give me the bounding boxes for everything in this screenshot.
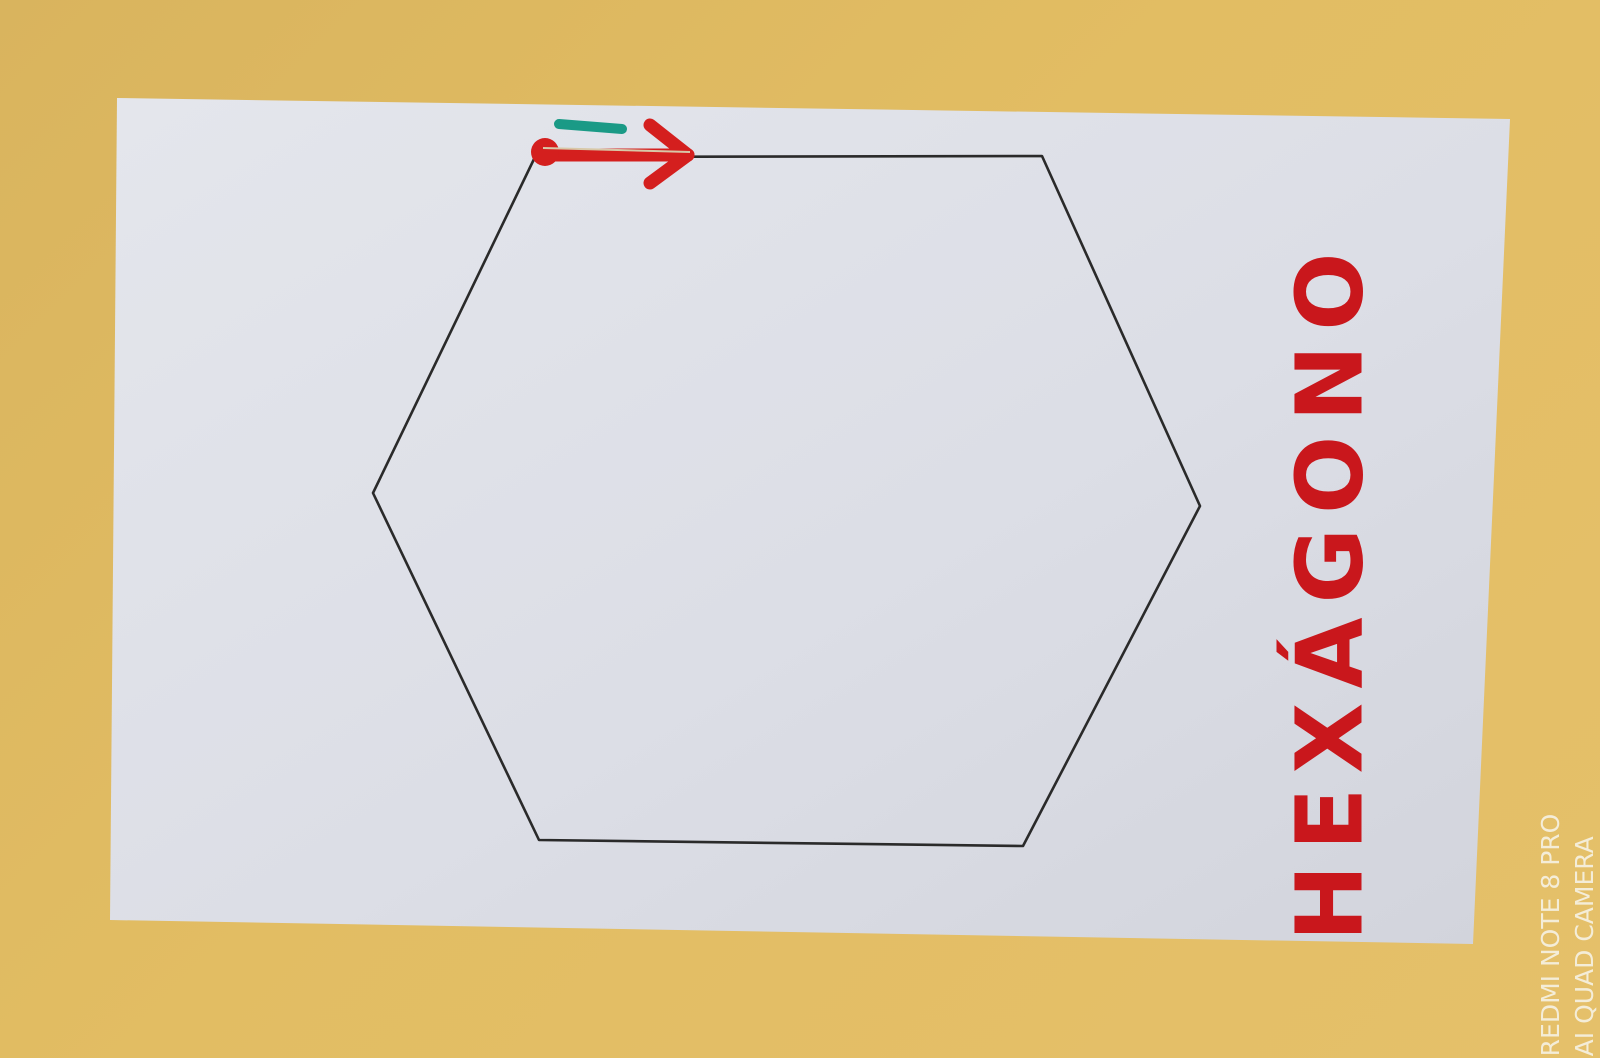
hexagon-outline — [371, 154, 1202, 848]
watermark-line-1: REDMI NOTE 8 PRO — [1536, 813, 1565, 1057]
green-marker-stroke — [554, 119, 627, 134]
camera-watermark: REDMI NOTE 8 PRO AI QUAD CAMERA — [1534, 814, 1600, 1057]
arrow-right-icon — [531, 118, 695, 190]
paper-sheet — [110, 98, 1510, 944]
hexagon-label: HEXÁGONO — [1276, 238, 1384, 942]
watermark-line-2: AI QUAD CAMERA — [1570, 836, 1599, 1057]
